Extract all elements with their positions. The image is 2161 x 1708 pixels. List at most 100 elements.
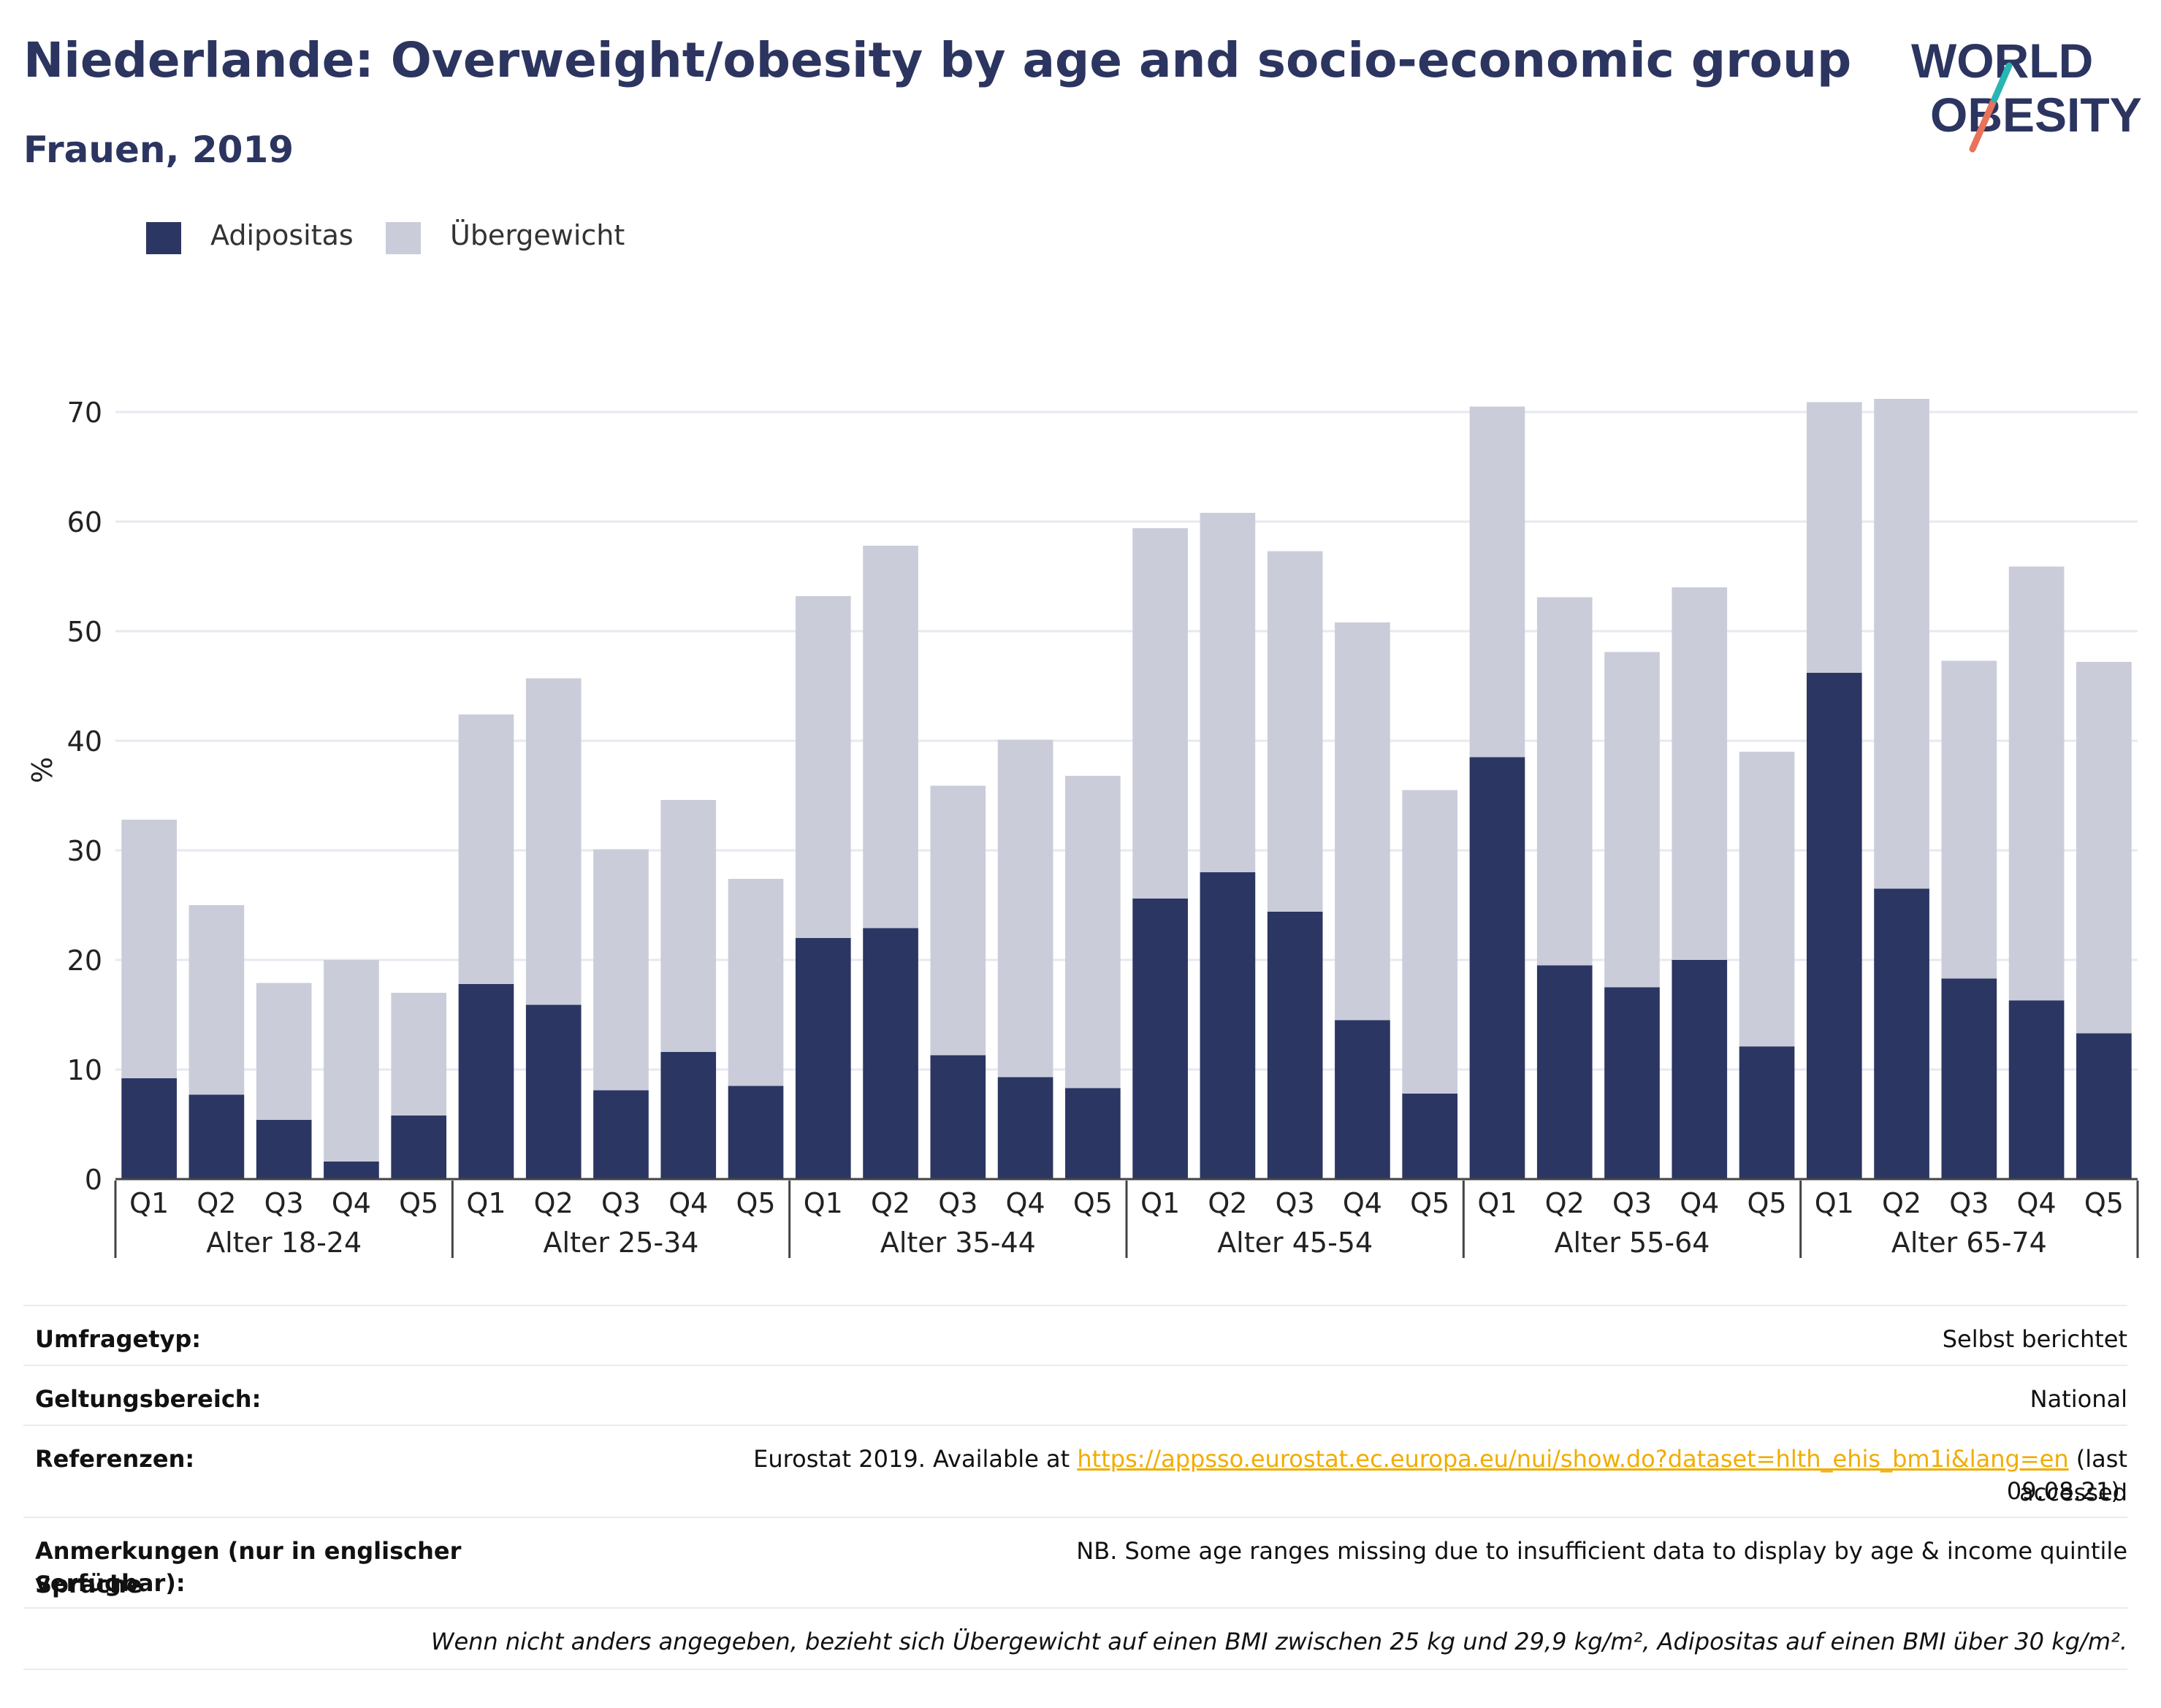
bar-obesity-3-Q5 [1402, 1094, 1458, 1179]
x-tick-label-3-Q5: Q5 [1410, 1187, 1449, 1219]
meta-value-references: Eurostat 2019. Available at https://apps… [666, 1442, 2127, 1509]
bar-overweight-3-Q1 [1132, 528, 1188, 899]
bar-obesity-5-Q1 [1806, 673, 1862, 1179]
group-label-1: Alter 25-34 [544, 1227, 699, 1259]
legend-label-obesity: Adipositas [210, 219, 354, 251]
x-tick-label-1-Q1: Q1 [466, 1187, 506, 1219]
bar-obesity-2-Q5 [1065, 1088, 1121, 1179]
bar-obesity-4-Q2 [1536, 965, 1593, 1179]
meta-value-survey-type: Selbst berichtet [1942, 1325, 2127, 1353]
bar-overweight-1-Q2 [525, 678, 582, 1005]
y-tick-label-20: 20 [67, 945, 102, 977]
bar-overweight-3-Q3 [1267, 551, 1323, 912]
x-tick-label-2-Q1: Q1 [804, 1187, 843, 1219]
bar-overweight-5-Q4 [2008, 566, 2065, 1001]
bar-overweight-1-Q5 [728, 879, 784, 1086]
bar-overweight-1-Q1 [458, 714, 514, 984]
bar-obesity-3-Q4 [1335, 1020, 1390, 1179]
bar-overweight-4-Q5 [1739, 752, 1795, 1047]
bar-obesity-1-Q1 [458, 984, 514, 1179]
x-tick-label-5-Q3: Q3 [1949, 1187, 1989, 1219]
x-tick-label-0-Q1: Q1 [129, 1187, 169, 1219]
meta-key-survey-type: Umfragetyp: [35, 1325, 202, 1353]
x-tick-label-0-Q3: Q3 [264, 1187, 304, 1219]
footnote: Wenn nicht anders angegeben, bezieht sic… [430, 1628, 2127, 1655]
meta-key-notes: Anmerkungen (nur in englischer Sprache [35, 1537, 462, 1598]
bar-overweight-0-Q4 [324, 960, 379, 1162]
bar-obesity-0-Q3 [256, 1120, 312, 1179]
bar-obesity-4-Q4 [1672, 960, 1728, 1179]
bar-overweight-2-Q5 [1065, 776, 1121, 1089]
bar-obesity-2-Q2 [863, 928, 918, 1179]
x-tick-label-2-Q3: Q3 [938, 1187, 977, 1219]
bar-obesity-0-Q4 [324, 1162, 379, 1179]
bar-overweight-0-Q3 [256, 983, 312, 1120]
legend-swatch-obesity [146, 222, 181, 254]
x-tick-label-4-Q1: Q1 [1477, 1187, 1517, 1219]
meta-value-notes: NB. Some age ranges missing due to insuf… [1076, 1537, 2127, 1565]
bar-overweight-0-Q2 [188, 905, 245, 1095]
group-label-2: Alter 35-44 [880, 1227, 1036, 1259]
bar-overweight-0-Q1 [121, 820, 177, 1078]
reference-suffix: (last accessed [2019, 1445, 2127, 1506]
meta-row-notes: Anmerkungen (nur in englischer Sprache v… [23, 1517, 2127, 1598]
bar-overweight-3-Q5 [1402, 790, 1458, 1094]
bar-overweight-3-Q2 [1200, 513, 1256, 872]
group-label-3: Alter 45-54 [1217, 1227, 1373, 1259]
bar-overweight-0-Q5 [391, 993, 447, 1116]
world-obesity-logo: WORLD OBESITY [1911, 34, 2142, 153]
y-tick-label-60: 60 [67, 506, 102, 538]
x-tick-label-1-Q3: Q3 [601, 1187, 641, 1219]
x-tick-label-1-Q5: Q5 [736, 1187, 775, 1219]
bar-overweight-4-Q2 [1536, 597, 1593, 966]
reference-link[interactable]: https://appsso.eurostat.ec.europa.eu/nui… [1077, 1445, 2069, 1473]
x-tick-label-5-Q2: Q2 [1882, 1187, 1921, 1219]
group-label-4: Alter 55-64 [1555, 1227, 1710, 1259]
bar-overweight-5-Q2 [1874, 399, 1929, 889]
meta-value-scope: National [2029, 1385, 2127, 1413]
bar-obesity-4-Q3 [1604, 987, 1660, 1179]
reference-prefix: Eurostat 2019. Available at [753, 1445, 1078, 1473]
legend-label-overweight: Übergewicht [450, 219, 625, 251]
meta-value-references-line2: 09.08.21). [2006, 1477, 2127, 1505]
x-tick-label-2-Q4: Q4 [1006, 1187, 1045, 1219]
bar-overweight-3-Q4 [1335, 622, 1390, 1021]
bar-overweight-1-Q3 [593, 849, 649, 1091]
bar-obesity-4-Q1 [1469, 757, 1525, 1179]
bar-overweight-2-Q2 [863, 546, 918, 929]
x-tick-label-0-Q5: Q5 [399, 1187, 438, 1219]
bar-obesity-2-Q4 [997, 1077, 1053, 1179]
x-tick-label-4-Q5: Q5 [1747, 1187, 1786, 1219]
bar-overweight-5-Q1 [1806, 402, 1862, 673]
logo-slash-teal [1991, 62, 2013, 103]
legend-swatch-overweight [386, 222, 421, 254]
chart-subtitle: Frauen, 2019 [23, 129, 294, 171]
y-tick-label-10: 10 [67, 1054, 102, 1086]
meta-key-notes-line2: verfügbar): [35, 1569, 186, 1597]
bar-obesity-5-Q3 [1941, 978, 1997, 1179]
bar-overweight-2-Q4 [997, 739, 1053, 1078]
meta-row-references: Referenzen: Eurostat 2019. Available at … [23, 1425, 2127, 1506]
bar-obesity-0-Q2 [188, 1094, 245, 1179]
bar-obesity-1-Q2 [525, 1004, 582, 1179]
bar-overweight-4-Q1 [1469, 406, 1525, 758]
bar-obesity-1-Q5 [728, 1086, 784, 1179]
logo-text-obesity: OBESITY [1930, 88, 2142, 142]
chart-title: Niederlande: Overweight/obesity by age a… [23, 32, 1852, 88]
x-tick-label-3-Q4: Q4 [1343, 1187, 1382, 1219]
x-tick-label-3-Q3: Q3 [1276, 1187, 1315, 1219]
meta-row-survey-type: Umfragetyp: Selbst berichtet [23, 1305, 2127, 1353]
x-tick-label-4-Q4: Q4 [1680, 1187, 1719, 1219]
bar-overweight-2-Q3 [930, 785, 986, 1056]
x-tick-label-0-Q4: Q4 [332, 1187, 371, 1219]
bar-overweight-2-Q1 [795, 596, 851, 938]
bar-obesity-0-Q1 [121, 1078, 177, 1179]
bar-overweight-5-Q5 [2076, 662, 2132, 1034]
x-tick-label-5-Q4: Q4 [2017, 1187, 2057, 1219]
group-label-0: Alter 18-24 [206, 1227, 362, 1259]
bar-overweight-5-Q3 [1941, 660, 1997, 979]
bar-obesity-3-Q2 [1200, 872, 1256, 1179]
group-label-5: Alter 65-74 [1891, 1227, 2047, 1259]
meta-row-scope: Geltungsbereich: National [23, 1365, 2127, 1413]
bar-obesity-5-Q2 [1874, 888, 1929, 1179]
